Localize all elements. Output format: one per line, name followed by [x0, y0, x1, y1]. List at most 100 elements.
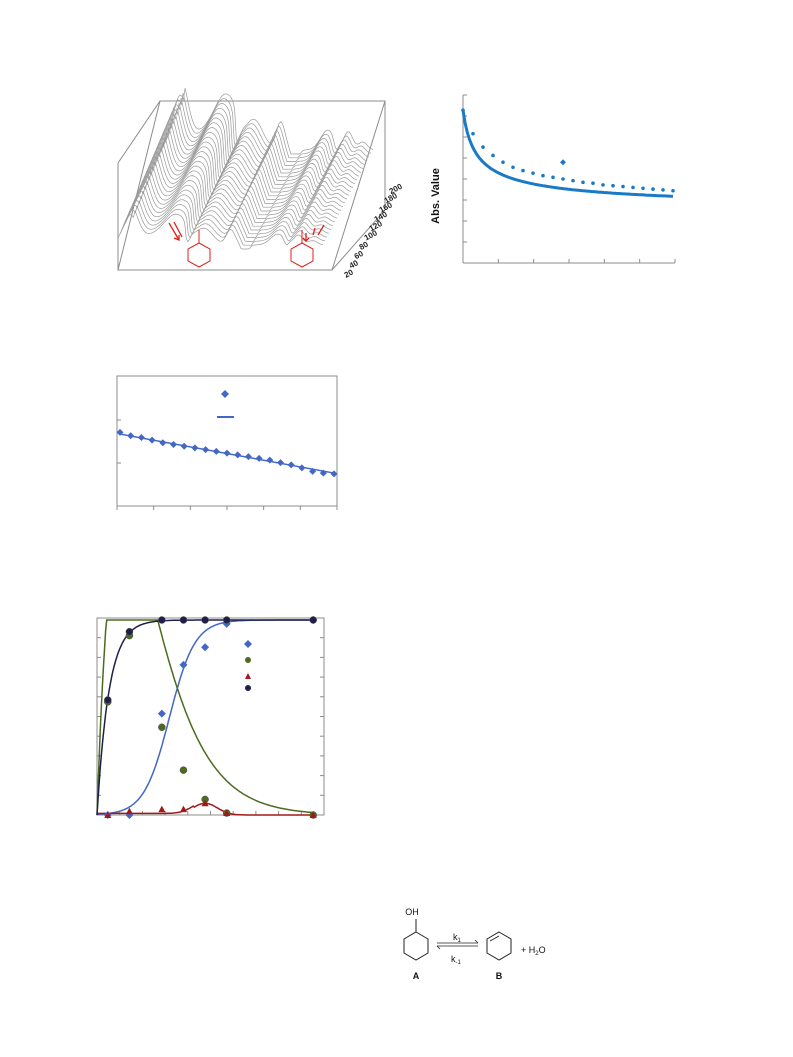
legend-marker-circle: [245, 657, 251, 663]
kinetics-data-points: [103, 616, 318, 819]
decay-point: [531, 171, 535, 175]
plot-frame: [96, 617, 325, 816]
legend: [217, 390, 234, 418]
spectrum-trace: [167, 88, 374, 155]
reactant-label: A: [413, 971, 420, 981]
decay-fit-curve: [461, 109, 674, 198]
axis-ticks: [96, 617, 325, 816]
spectrum-trace: [117, 209, 324, 250]
spectra-traces: [117, 88, 374, 250]
decay-point: [501, 160, 505, 164]
spectrum-trace: [133, 170, 340, 219]
decay-point: [471, 131, 475, 136]
annotation-group: [168, 221, 325, 268]
linear-point: [148, 436, 156, 444]
product-point: [179, 660, 188, 669]
y-axis-label: Abs. Value: [430, 168, 442, 224]
linear-point: [277, 459, 284, 467]
linear-point: [180, 442, 188, 450]
spectrum-trace: [153, 122, 360, 181]
total-point: [179, 616, 188, 624]
decay-data-points: [461, 108, 675, 193]
spectrum-trace: [125, 190, 332, 235]
cyclohexene-structure-icon: [486, 931, 512, 961]
spectrum-trace: [165, 92, 372, 159]
total-point: [104, 696, 112, 704]
spectrum-trace: [127, 185, 334, 231]
intermediate-point: [158, 723, 166, 731]
spectrum-trace: [159, 107, 366, 170]
decay-point: [591, 181, 595, 185]
legend-marker-diamond: [244, 640, 252, 648]
spectrum-trace: [139, 156, 346, 208]
decay-point: [581, 180, 585, 185]
axis-ticks: [462, 94, 676, 264]
linear-point: [116, 428, 124, 436]
spectrum-trace: [131, 175, 338, 223]
minor-point: [309, 811, 317, 818]
legend: [244, 640, 252, 691]
spectrum-trace: [145, 142, 352, 197]
decay-point: [511, 165, 515, 170]
water-product: + H2O: [521, 945, 546, 957]
product-point: [157, 709, 166, 718]
reverse-rate: k-1: [451, 954, 461, 966]
minor-point: [223, 809, 231, 817]
decay-outlier-point: [560, 159, 566, 166]
legend-marker-diamond: [221, 390, 229, 398]
linear-chart: [116, 375, 338, 510]
total-point: [222, 616, 231, 624]
linear-point: [159, 439, 167, 447]
spectrum-trace: [157, 112, 364, 174]
total-point: [125, 627, 134, 636]
legend-marker-triangle: [245, 673, 251, 679]
decay-point: [521, 168, 525, 173]
axis-ticks: [116, 375, 338, 510]
cyclohexanol-structure-icon: [403, 919, 429, 961]
product-point: [201, 643, 210, 652]
decay-point: [561, 177, 565, 181]
decay-point: [671, 188, 675, 193]
depth-tick-label: 200: [388, 182, 404, 196]
spectrum-trace: [155, 117, 362, 178]
decay-point: [601, 183, 605, 187]
cyclohexanol-ring-icon: [187, 230, 211, 268]
cyclohexene-ring-icon: [290, 230, 314, 268]
decay-point: [611, 183, 615, 188]
spectrum-trace: [137, 161, 344, 212]
linear-point: [266, 456, 274, 464]
linear-point: [287, 461, 295, 469]
decay-point: [661, 188, 665, 192]
linear-point: [170, 440, 177, 448]
decay-point: [541, 173, 545, 178]
minor-point: [201, 799, 209, 807]
intermediate-fit-curve: [96, 619, 314, 816]
reaction-scheme: OH k1 k-1 + H2O A B: [403, 907, 546, 981]
spectrum-trace: [135, 166, 342, 216]
linear-point: [127, 432, 135, 440]
red-arrow-icon: [302, 224, 325, 242]
spectrum-trace: [161, 102, 368, 166]
decay-point: [631, 185, 635, 190]
decay-point: [461, 108, 465, 112]
minor-point: [125, 807, 133, 815]
linear-point: [234, 451, 242, 459]
linear-point: [212, 447, 220, 455]
spectrum-trace: [123, 194, 330, 238]
linear-point: [330, 470, 338, 478]
linear-point: [255, 454, 263, 462]
product-label: B: [496, 971, 503, 981]
kinetics-chart: [96, 616, 325, 819]
total-point: [309, 616, 317, 624]
linear-point: [137, 434, 145, 442]
spectrum-trace: [147, 137, 354, 193]
minor-point: [104, 811, 112, 818]
linear-point: [319, 469, 327, 477]
spectrum-trace: [129, 180, 336, 227]
decay-point: [641, 186, 645, 191]
spectrum-trace: [151, 127, 358, 185]
linear-point: [191, 444, 199, 452]
equilibrium-arrow-icon: [436, 939, 479, 950]
spectrum-trace: [141, 151, 348, 204]
spectrum-trace: [163, 97, 370, 162]
